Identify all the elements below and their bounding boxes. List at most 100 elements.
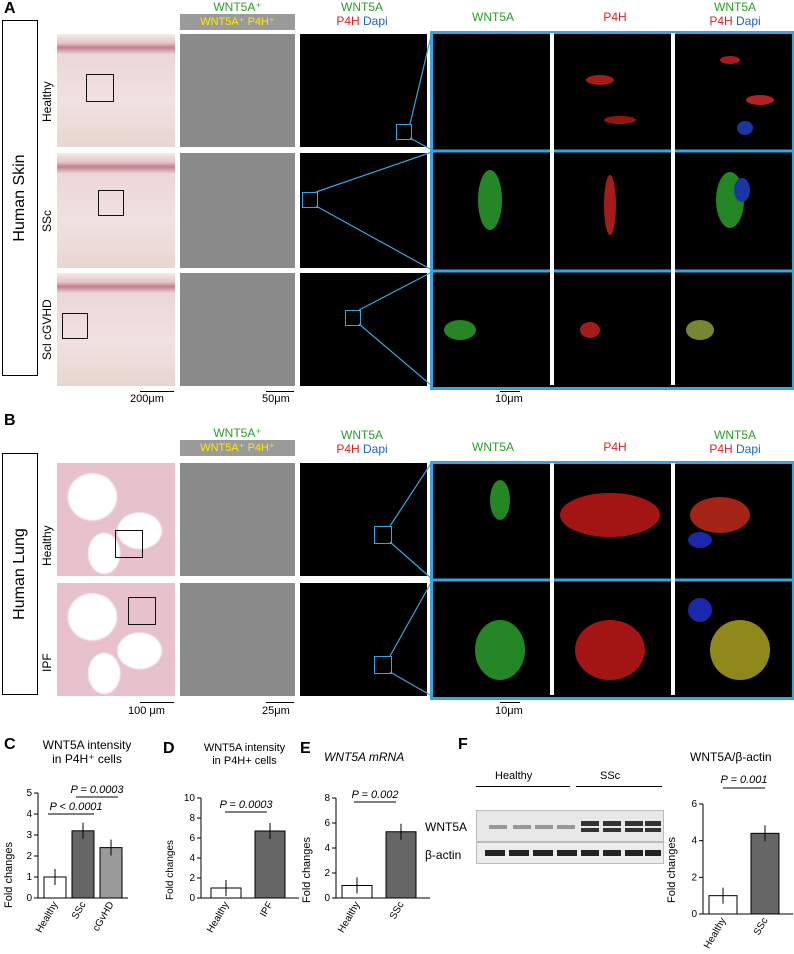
scalebar: [500, 391, 520, 392]
y-tick-label: 1: [26, 872, 32, 883]
x-tick-label: Healthy: [34, 900, 60, 935]
bar: [750, 832, 780, 915]
panel-c-letter: C: [4, 736, 16, 753]
scalebar: [266, 702, 294, 703]
scale-label-he-b: 100 μm: [128, 705, 165, 717]
scalebar: [500, 702, 520, 703]
fluor-image-skin-ssc: [300, 153, 427, 268]
y-tick-label: 6: [691, 799, 697, 810]
title-line: in P4H⁺ cells: [52, 752, 122, 766]
bar: [254, 830, 286, 899]
y-tick-label: 0: [324, 893, 330, 904]
p-value: P < 0.0001: [49, 801, 102, 813]
y-tick-label: 4: [324, 843, 330, 854]
zoom-merge-p4h: P4H: [709, 442, 733, 456]
panel-b-voronoi-legend: WNT5A⁺ WNT5A⁺ P4H⁺: [180, 426, 295, 456]
merge-label-p4h: P4H: [336, 442, 360, 456]
he-image-skin-ssc: [57, 153, 175, 268]
zoom-header-wnt5a: WNT5A: [472, 440, 514, 454]
title-line: WNT5A intensity: [203, 742, 286, 754]
y-tick-label: 8: [189, 813, 195, 824]
y-tick-label: 4: [26, 809, 32, 820]
chart-d: Fold changes 0 2 4 6 8 10 P = 0.0003 Healthy I…: [165, 793, 299, 935]
title-line: WNT5A intensity: [42, 738, 132, 752]
p-value: P = 0.002: [352, 789, 399, 801]
roi-box: [86, 74, 114, 102]
y-axis-label: Fold changes: [666, 836, 678, 903]
scalebar: [266, 391, 294, 392]
blot-row-label-wnt5a: WNT5A: [425, 820, 467, 834]
y-axis-label: Fold changes: [3, 841, 15, 908]
scale-label-vor-a: 50μm: [262, 393, 290, 405]
voronoi-map-skin-cgvhd: [180, 273, 295, 386]
legend-double: WNT5A⁺ P4H⁺: [180, 14, 295, 30]
voronoi-map-skin-healthy: [180, 34, 295, 147]
x-tick-label: cGvHD: [91, 900, 117, 933]
roi-box: [115, 530, 143, 558]
y-axis-label: Fold changes: [301, 836, 313, 903]
y-tick-label: 10: [184, 793, 196, 804]
roi-box-cyan: [345, 310, 361, 326]
zoom-header-p4h: P4H: [603, 10, 627, 24]
title-line: in P4H+ cells: [212, 755, 277, 767]
voronoi-map-skin-ssc: [180, 153, 295, 268]
zoom-header-p4h: P4H: [603, 440, 627, 454]
blot-group-line: [576, 786, 662, 787]
y-tick-label: 2: [691, 872, 697, 883]
panel-f-chart-title: WNT5A/β-actin: [690, 750, 772, 764]
signal-blobs: [475, 480, 770, 680]
scalebar: [140, 702, 174, 703]
y-tick-label: 2: [189, 873, 195, 884]
p-value: P = 0.001: [721, 774, 768, 786]
y-tick-label: 2: [26, 851, 32, 862]
scale-label-he-a: 200μm: [130, 393, 164, 405]
roi-box-cyan: [374, 526, 392, 544]
scale-label-zoom-a: 10μm: [495, 393, 523, 405]
y-tick-label: 4: [691, 836, 697, 847]
legend-double: WNT5A⁺ P4H⁺: [180, 440, 295, 456]
y-tick-label: 3: [26, 830, 32, 841]
merge-label-dapi: Dapi: [363, 14, 388, 28]
voronoi-map-lung-healthy: [180, 463, 295, 576]
chart-c: Fold changes 0 1 2 3 4 5 P = 0.0003 P < 0.000…: [3, 784, 128, 935]
y-tick-label: 8: [324, 793, 330, 804]
he-image-skin-healthy: [57, 34, 175, 147]
fluor-image-lung-ipf: [300, 583, 427, 696]
roi-box-cyan: [374, 656, 392, 674]
fluor-image-skin-cgvhd: [300, 273, 427, 386]
legend-wnt5a: WNT5A⁺: [213, 0, 262, 14]
y-tick-label: 0: [26, 893, 32, 904]
bar: [71, 830, 95, 899]
x-tick-label: SSc: [388, 900, 407, 921]
panel-b-merge-header: WNT5A P4H Dapi: [302, 428, 422, 456]
y-tick-label: 5: [26, 788, 32, 799]
panel-a-voronoi-legend: WNT5A⁺ WNT5A⁺ P4H⁺: [180, 0, 295, 30]
zoom-header-wnt5a: WNT5A: [472, 10, 514, 24]
y-axis-label: Fold changes: [165, 840, 176, 900]
x-tick-label: Healthy: [205, 900, 231, 935]
panel-f-letter: F: [458, 736, 468, 753]
x-tick-label: SSc: [70, 900, 89, 921]
x-tick-label: Healthy: [336, 900, 362, 935]
merge-label-p4h: P4H: [336, 14, 360, 28]
chart-f: Fold changes 0 2 4 6 P = 0.001 Healthy SSc: [666, 774, 793, 951]
x-tick-label: Healthy: [702, 916, 728, 951]
bar: [385, 831, 417, 899]
zoom-merge-p4h: P4H: [709, 14, 733, 28]
panel-b-letter: B: [4, 412, 16, 429]
zoom-header-merge: WNT5A P4H Dapi: [676, 428, 794, 456]
zoom-merge-wnt5a: WNT5A: [714, 0, 756, 14]
panel-c-title: WNT5A intensity in P4H⁺ cells: [22, 738, 152, 766]
chart-e: Fold changes 0 2 4 6 8 P = 0.002 Healthy SSc: [301, 789, 430, 935]
blot-group-healthy: Healthy: [495, 770, 533, 782]
fluor-image-skin-healthy: [300, 34, 427, 147]
roi-box-cyan: [302, 192, 318, 208]
y-tick-label: 2: [324, 868, 330, 879]
blot-group-ssc: SSc: [600, 770, 621, 782]
panel-a-side-label: Human Skin: [2, 20, 38, 376]
panel-e-title: WNT5A mRNA: [324, 750, 405, 764]
blot-row-label-actin: β-actin: [425, 848, 462, 862]
roi-box: [62, 313, 88, 339]
